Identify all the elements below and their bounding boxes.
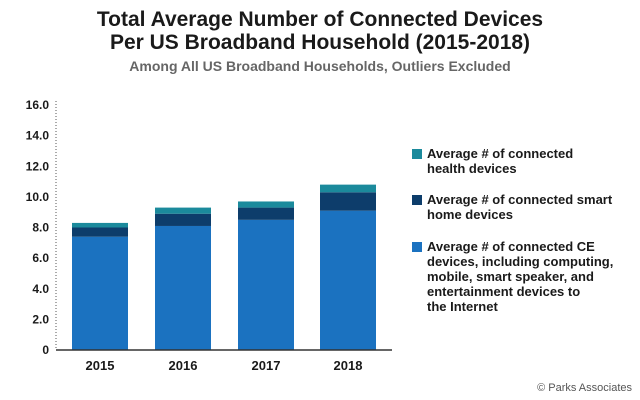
chart-title-line-1: Total Average Number of Connected Device…	[96, 8, 544, 31]
legend-label-line: Average # of connected	[427, 146, 574, 161]
legend-label-health: Average # of connected health devices	[427, 146, 637, 176]
y-tick-label: 16.0	[26, 98, 50, 112]
y-tick-label: 14.0	[26, 129, 50, 143]
bar-segment-health-2015	[72, 222, 128, 228]
bar-segment-smart-home-2015	[72, 227, 128, 237]
y-tick-label: 4.0	[32, 282, 49, 296]
legend-label-line: devices, including computing,	[427, 254, 614, 269]
legend-label-smart-home: Average # of connected smart home device…	[427, 192, 637, 222]
y-tick-label: 12.0	[26, 159, 50, 173]
legend-swatch-health	[412, 149, 422, 159]
legend-label-line: mobile, smart speaker, and	[427, 269, 594, 284]
bar-segment-smart-home-2017	[238, 207, 294, 220]
y-tick-label: 10.0	[26, 190, 50, 204]
legend-label-line: home devices	[427, 207, 513, 222]
chart-title: Total Average Number of Connected Device…	[0, 8, 640, 54]
y-tick-label: 0	[42, 343, 49, 357]
y-tick-label: 8.0	[32, 221, 49, 235]
bar-segment-health-2018	[320, 184, 376, 193]
bar-segment-ce-2015	[72, 236, 128, 350]
bar-segment-health-2016	[155, 207, 211, 214]
bar-segment-smart-home-2018	[320, 192, 376, 211]
chart-subtitle: Among All US Broadband Households, Outli…	[129, 58, 511, 74]
bar-segment-ce-2018	[320, 210, 376, 350]
x-category-label: 2015	[86, 358, 115, 373]
chart-title-line-2: Per US Broadband Household (2015-2018)	[109, 31, 531, 54]
y-tick-label: 2.0	[32, 312, 49, 326]
bar-segment-ce-2016	[155, 225, 211, 350]
legend-label-line: entertainment devices to	[427, 284, 581, 299]
bar-segment-ce-2017	[238, 219, 294, 350]
source-credit: © Parks Associates	[537, 382, 632, 394]
legend-label-ce: Average # of connected CE devices, inclu…	[427, 239, 637, 314]
legend-label-line: the Internet	[427, 299, 498, 314]
legend-label-line: Average # of connected smart	[427, 192, 613, 207]
bar-segment-smart-home-2016	[155, 213, 211, 226]
legend-swatch-ce	[412, 242, 422, 252]
bar-segment-health-2017	[238, 201, 294, 208]
legend-swatch-smart-home	[412, 195, 422, 205]
x-category-label: 2016	[169, 358, 198, 373]
legend-label-line: Average # of connected CE	[427, 239, 595, 254]
legend-label-line: health devices	[427, 161, 517, 176]
x-category-label: 2017	[252, 358, 281, 373]
y-tick-label: 6.0	[32, 251, 49, 265]
x-category-label: 2018	[334, 358, 363, 373]
